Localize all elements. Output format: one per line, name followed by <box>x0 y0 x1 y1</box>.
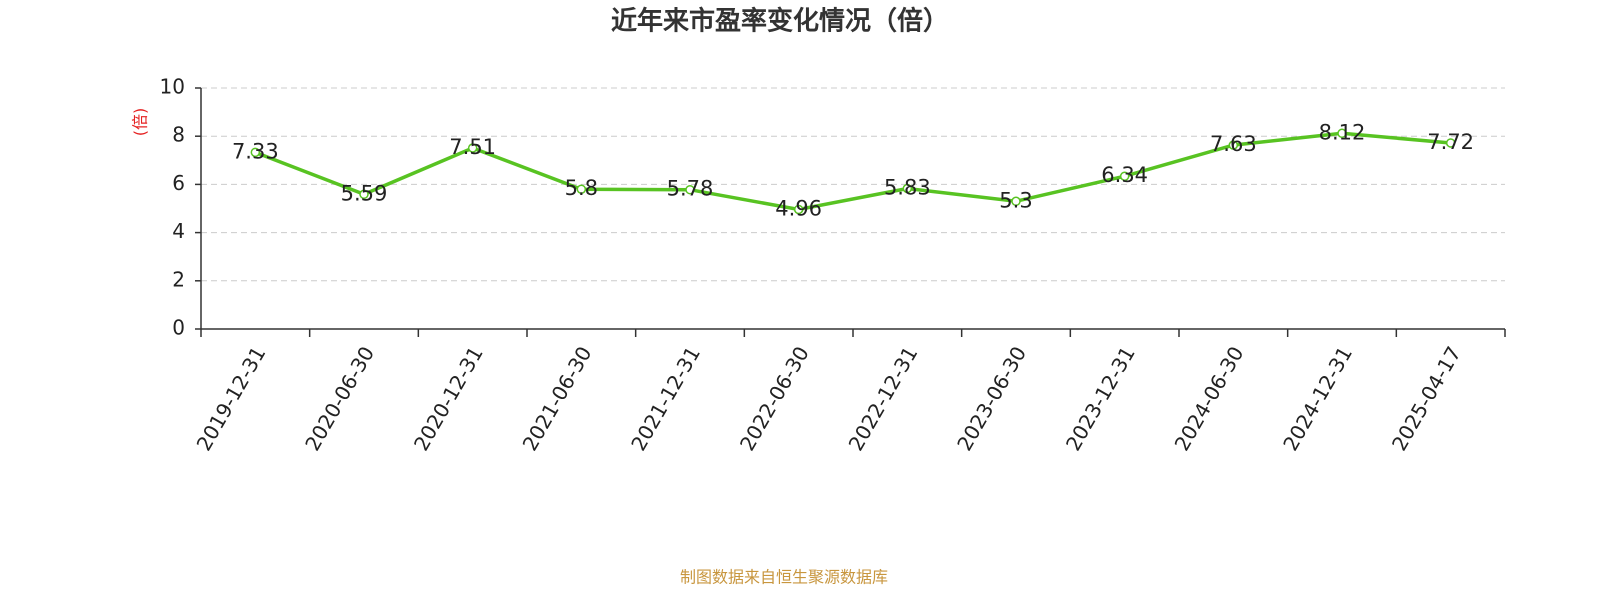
x-tick-label: 2025-04-17 <box>1387 342 1466 455</box>
point <box>1119 171 1130 181</box>
data-label: 6.34 <box>1101 163 1148 187</box>
x-tick-label: 2021-06-30 <box>518 342 597 455</box>
x-tick-label: 2021-12-31 <box>626 342 705 455</box>
data-label: 5.8 <box>565 176 598 200</box>
point <box>250 147 261 158</box>
point <box>1445 138 1456 148</box>
data-label: 4.96 <box>775 196 822 220</box>
point <box>467 143 478 153</box>
chart-title: 近年来市盈率变化情况（倍） <box>611 6 949 37</box>
x-tick-label: 2020-12-31 <box>409 342 488 455</box>
point <box>576 184 587 194</box>
x-tick-label: 2023-06-30 <box>952 342 1031 455</box>
data-label: 5.59 <box>341 181 388 205</box>
x-tick-label: 2020-06-30 <box>300 342 379 455</box>
x-tick-label: 2019-12-31 <box>192 342 271 455</box>
y-tick-label: 4 <box>172 219 185 243</box>
y-tick-label: 6 <box>172 171 185 195</box>
point <box>685 184 695 195</box>
data-label: 5.3 <box>999 188 1032 212</box>
data-label: 7.51 <box>449 135 496 159</box>
point <box>1337 128 1347 139</box>
point <box>1011 196 1021 207</box>
data-label: 7.33 <box>232 139 279 163</box>
y-tick-label: 8 <box>172 123 185 147</box>
data-label: 5.83 <box>884 175 931 199</box>
line <box>254 131 1451 212</box>
y-tick-label: 10 <box>160 75 185 99</box>
x-tick-label: 2022-12-31 <box>844 342 923 455</box>
y-tick-label: 2 <box>172 267 185 291</box>
x-tick-label: 2022-06-30 <box>735 342 814 455</box>
x-tick-label: 2023-12-31 <box>1061 342 1140 455</box>
source-note: 制图数据来自恒生聚源数据库 <box>680 568 888 587</box>
point <box>1228 140 1239 150</box>
point <box>793 204 804 215</box>
point <box>359 189 369 200</box>
data-label: 7.63 <box>1210 132 1257 156</box>
y-tick-label: 0 <box>172 316 185 340</box>
data-label: 5.78 <box>667 177 714 201</box>
y-axis-label: (倍) <box>131 108 150 137</box>
data-label: 7.72 <box>1427 130 1474 154</box>
x-tick-label: 2024-06-30 <box>1170 342 1249 455</box>
point <box>902 183 913 194</box>
x-tick-label: 2024-12-31 <box>1278 342 1357 455</box>
data-label: 8.12 <box>1319 120 1366 144</box>
